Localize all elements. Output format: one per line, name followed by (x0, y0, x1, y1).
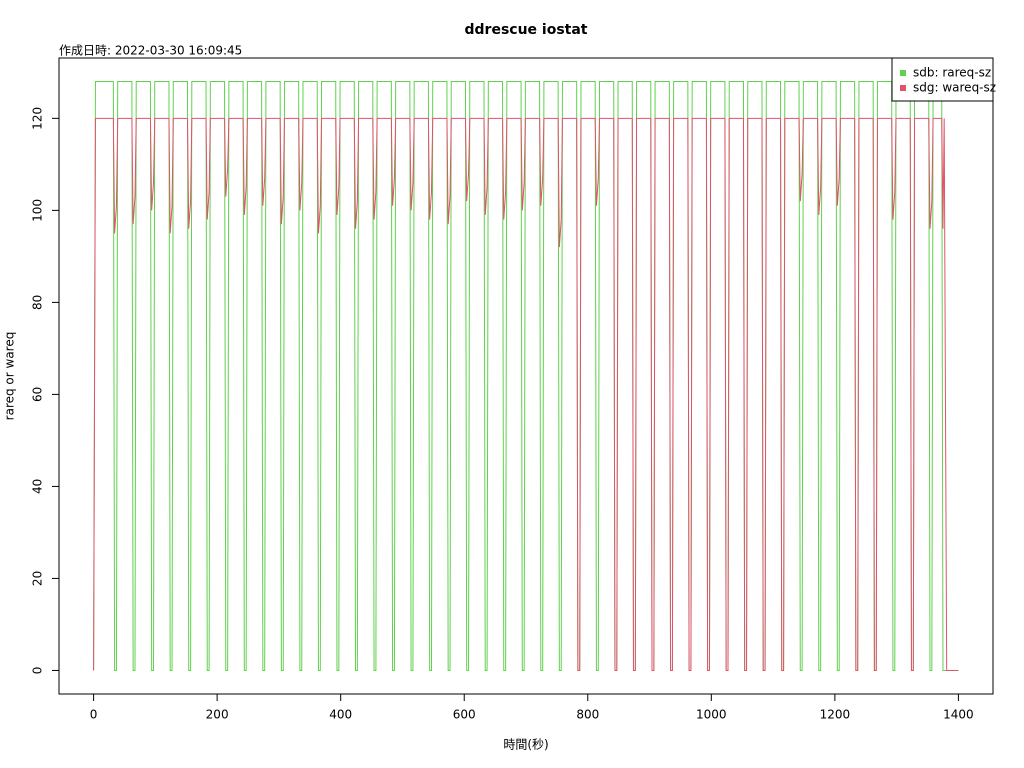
series-line (93, 81, 959, 671)
chart-subtitle: 作成日時: 2022-03-30 16:09:45 (59, 44, 242, 58)
series-line (93, 117, 959, 671)
y-tick-label: 100 (31, 199, 45, 222)
x-tick-label: 800 (576, 708, 599, 722)
x-axis-label: 時間(秒) (503, 738, 548, 752)
y-tick-label: 60 (31, 387, 45, 402)
legend-swatch (900, 85, 906, 91)
y-tick-label: 80 (31, 295, 45, 310)
legend-label: sdg: wareq-sz (913, 81, 996, 95)
x-tick-label: 1400 (943, 708, 974, 722)
y-tick-label: 0 (31, 667, 45, 675)
x-tick-label: 1000 (696, 708, 727, 722)
y-tick-label: 20 (31, 571, 45, 586)
y-axis-label: rareq or wareq (3, 332, 17, 421)
legend-box (891, 57, 994, 102)
chart-title: ddrescue iostat (465, 22, 588, 38)
x-tick-label: 0 (90, 708, 98, 722)
x-tick-label: 600 (453, 708, 476, 722)
x-tick-label: 200 (206, 708, 229, 722)
legend-swatch (900, 70, 906, 76)
legend-label: sdb: rareq-sz (913, 66, 991, 80)
x-tick-label: 1200 (820, 708, 851, 722)
y-tick-label: 120 (31, 107, 45, 130)
x-tick-label: 400 (329, 708, 352, 722)
y-tick-label: 40 (31, 479, 45, 494)
